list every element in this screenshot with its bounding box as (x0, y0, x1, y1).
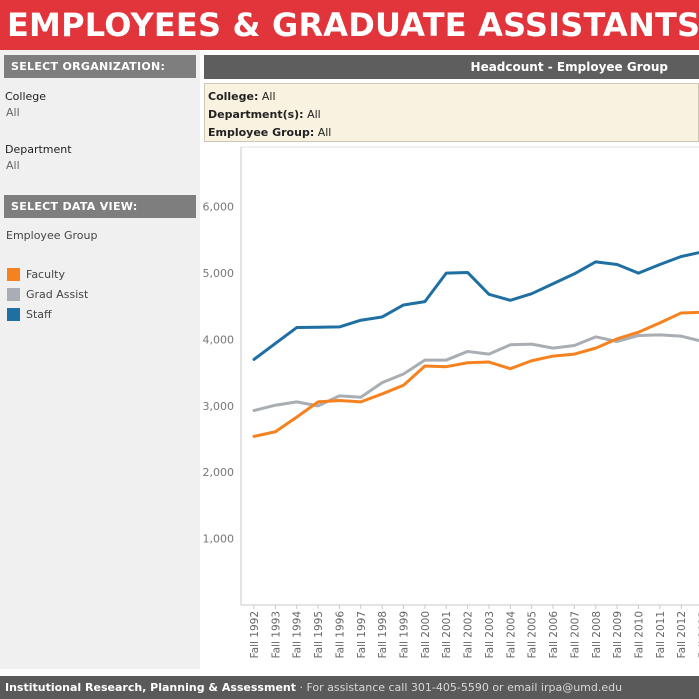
x-tick-label: Fall 1994 (292, 611, 304, 659)
footer-org: Institutional Research, Planning & Asses… (5, 681, 296, 694)
footer: Institutional Research, Planning & Asses… (0, 676, 699, 699)
college-summary: College: All (208, 90, 276, 103)
x-tick-label: Fall 2007 (569, 611, 581, 658)
footer-contact: · For assistance call 301-405-5590 or em… (296, 681, 623, 694)
y-tick-label: 1,000 (203, 533, 235, 546)
college-filter-value[interactable]: All (6, 106, 20, 119)
legend-label: Staff (26, 307, 52, 321)
x-tick-label: Fall 2004 (505, 611, 517, 659)
series-line-grad-assist (252, 333, 699, 413)
series-line-faculty (252, 310, 699, 438)
x-tick-label: Fall 2011 (655, 611, 667, 658)
x-tick-label: Fall 1997 (356, 611, 368, 658)
chart-header: Headcount - Employee Group (204, 55, 699, 79)
x-tick-label: Fall 1992 (249, 611, 261, 658)
legend-swatch-faculty (7, 267, 20, 281)
x-tick-label: Fall 2006 (548, 611, 560, 659)
legend-item-grad-assist[interactable]: Grad Assist (7, 287, 88, 301)
filter-summary: College: All Department(s): All Employee… (204, 83, 699, 142)
x-tick-label: Fall 2000 (420, 611, 432, 658)
x-tick-label: Fall 1996 (334, 611, 346, 659)
y-tick-label: 3,000 (203, 400, 235, 413)
x-tick-label: Fall 2012 (676, 611, 688, 658)
college-filter-label: College (5, 90, 47, 103)
legend-swatch-grad-assist (7, 287, 20, 301)
x-tick-label: Fall 2005 (527, 611, 539, 658)
headcount-line-chart[interactable]: 1,000 2,000 3,000 4,000 5,000 6,000 Fall 1992 F… (200, 145, 699, 669)
legend-label: Faculty (26, 267, 65, 281)
x-tick-label: Fall 1995 (313, 611, 325, 658)
select-data-view-header: SELECT DATA VIEW: (4, 195, 196, 218)
x-tick-label: Fall 2008 (591, 611, 603, 658)
x-tick-label: Fall 2010 (633, 611, 645, 658)
series-line-staff (252, 251, 699, 361)
x-tick-label: Fall 2002 (463, 611, 475, 658)
department-filter-value[interactable]: All (6, 159, 20, 172)
department-summary: Department(s): All (208, 108, 321, 121)
legend-swatch-staff (7, 307, 20, 321)
legend-label: Grad Assist (26, 287, 89, 301)
data-view-value[interactable]: Employee Group (6, 229, 98, 242)
x-tick-label: Fall 2013 (698, 611, 699, 658)
y-tick-label: 2,000 (203, 466, 235, 479)
y-tick-label: 4,000 (203, 333, 235, 346)
legend-item-staff[interactable]: Staff (7, 307, 52, 321)
select-organization-header: SELECT ORGANIZATION: (4, 55, 196, 78)
y-tick-label: 6,000 (203, 201, 235, 214)
legend-item-faculty[interactable]: Faculty (7, 267, 65, 281)
y-tick-label: 5,000 (203, 267, 235, 280)
sidebar: SELECT ORGANIZATION: College All Departm… (0, 50, 200, 669)
x-tick-label: Fall 1999 (399, 611, 411, 658)
x-tick-label: Fall 1998 (377, 611, 389, 658)
page-title: EMPLOYEES & GRADUATE ASSISTANTS (0, 0, 699, 50)
employee-group-summary: Employee Group: All (208, 126, 332, 139)
department-filter-label: Department (5, 143, 72, 156)
x-tick-label: Fall 2003 (484, 611, 496, 658)
x-tick-label: Fall 1993 (270, 611, 282, 658)
x-tick-label: Fall 2001 (441, 611, 453, 658)
x-tick-label: Fall 2009 (612, 611, 624, 658)
